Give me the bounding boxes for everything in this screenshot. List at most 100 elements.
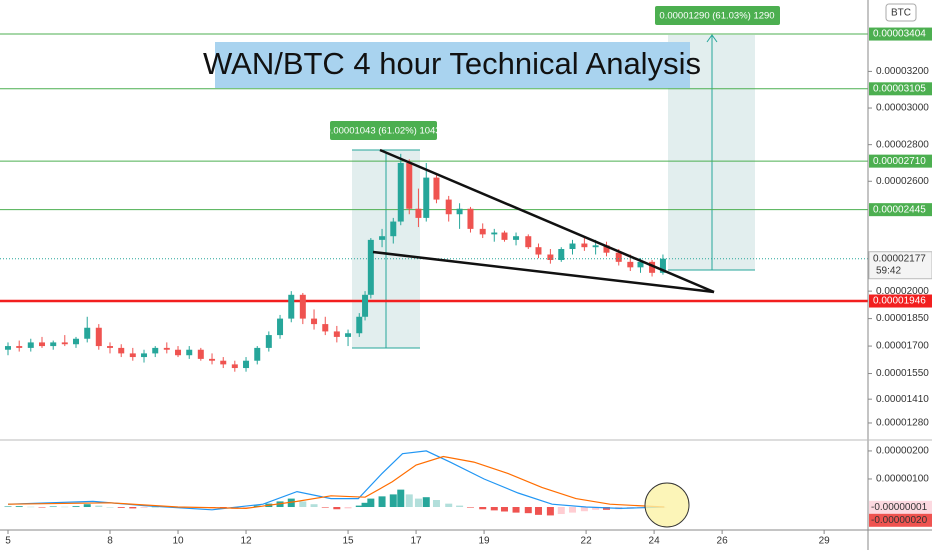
candle-body	[243, 360, 250, 369]
x-tick-label: 8	[107, 536, 113, 547]
macd-bar	[389, 494, 397, 508]
macd-bar	[117, 507, 125, 508]
macd-bar	[72, 506, 80, 508]
candle-body	[333, 331, 340, 337]
y-tick-label: 0.00001280	[876, 418, 929, 429]
last-price-tag	[868, 251, 932, 280]
candle-body	[322, 324, 329, 332]
macd-bar	[466, 507, 474, 508]
measure-label: 0.00001043 (61.02%) 1043	[325, 126, 440, 137]
candle-body	[118, 347, 125, 354]
y-tick-label: 0.00003000	[876, 103, 929, 114]
candle-body	[288, 294, 295, 319]
currency-box	[885, 3, 917, 22]
macd-bar	[299, 501, 307, 508]
measure-label-box	[330, 121, 437, 140]
candle-body	[525, 236, 532, 248]
level-tag	[869, 203, 932, 217]
macd-bar	[367, 498, 375, 508]
candle-body	[16, 346, 23, 348]
chart-title: WAN/BTC 4 hour Technical Analysis	[203, 46, 701, 81]
macd-bar	[344, 507, 352, 509]
macd-line	[7, 455, 665, 510]
level-label: 0.00003404	[873, 29, 926, 40]
y-tick-label: 0.00001700	[876, 341, 929, 352]
macd-bar	[95, 505, 103, 508]
candle-body	[581, 243, 588, 248]
arrow-head	[706, 34, 718, 43]
y-tick-label: 0.00003200	[876, 66, 929, 77]
candle-body	[649, 261, 656, 273]
candle-body	[415, 208, 422, 218]
candle-body	[345, 333, 352, 337]
level-label: 0.00002710	[873, 156, 926, 167]
macd-tag-label: -0.00000020	[871, 515, 928, 526]
trend-line	[379, 148, 715, 294]
macd-bar	[361, 502, 369, 508]
candle-body	[445, 199, 452, 215]
candle-body	[456, 208, 463, 215]
macd-bar	[592, 507, 600, 510]
candle-body	[197, 349, 204, 359]
candle-body	[592, 245, 599, 248]
y-tick-label: 0.00001550	[876, 368, 929, 379]
macd-bar	[414, 498, 422, 508]
candle-body	[637, 261, 644, 268]
candle-body	[220, 360, 227, 365]
x-tick-label: 26	[717, 536, 729, 547]
y-tick-label: 0.00002800	[876, 139, 929, 150]
candle-body	[406, 162, 413, 209]
candle-body	[129, 353, 136, 358]
macd-bar	[479, 507, 487, 510]
candle-body	[513, 236, 520, 240]
highlight-circle	[644, 482, 690, 528]
macd-bar	[378, 496, 386, 508]
level-tag	[869, 154, 932, 168]
x-tick-label: 29	[819, 536, 831, 547]
candle-body	[152, 347, 159, 354]
macd-bar	[534, 507, 542, 515]
x-tick-label: 17	[410, 536, 422, 547]
candle-body	[367, 239, 374, 295]
macd-bar	[355, 505, 363, 508]
macd-bar	[4, 506, 12, 508]
candle-body	[38, 342, 45, 347]
y-tick-label: 0.00002600	[876, 176, 929, 187]
macd-bar	[397, 489, 405, 508]
candle-body	[175, 349, 182, 356]
candle-body	[390, 221, 397, 237]
x-tick-label: 19	[479, 536, 491, 547]
candle-body	[423, 177, 430, 218]
macd-bar	[557, 507, 565, 515]
macd-bar	[61, 506, 69, 508]
candle-body	[397, 162, 404, 222]
candle-body	[141, 353, 148, 358]
candle-body	[627, 261, 634, 268]
title-box	[215, 42, 690, 88]
candle-body	[362, 294, 369, 317]
candle-body	[299, 294, 306, 319]
candle-body	[479, 228, 486, 235]
y-tick-label: 0.00001410	[876, 394, 929, 405]
candle-body	[265, 335, 272, 348]
candle-body	[27, 342, 34, 348]
candle-body	[547, 254, 554, 261]
macd-bar	[524, 507, 532, 514]
macd-bar	[432, 500, 440, 508]
macd-bar	[422, 497, 430, 508]
x-tick-label: 12	[240, 536, 252, 547]
candle-body	[61, 342, 68, 345]
x-tick-label: 5	[5, 536, 11, 547]
candle-body	[209, 358, 216, 361]
x-tick-label: 22	[581, 536, 593, 547]
countdown-label: 59:42	[876, 265, 901, 276]
macd-bar	[456, 505, 464, 508]
level-label: 0.00003105	[873, 83, 926, 94]
candle-body	[163, 347, 170, 350]
macd-line	[7, 450, 665, 511]
macd-bar	[310, 504, 318, 508]
candle-body	[603, 245, 610, 253]
candle-body	[491, 232, 498, 235]
